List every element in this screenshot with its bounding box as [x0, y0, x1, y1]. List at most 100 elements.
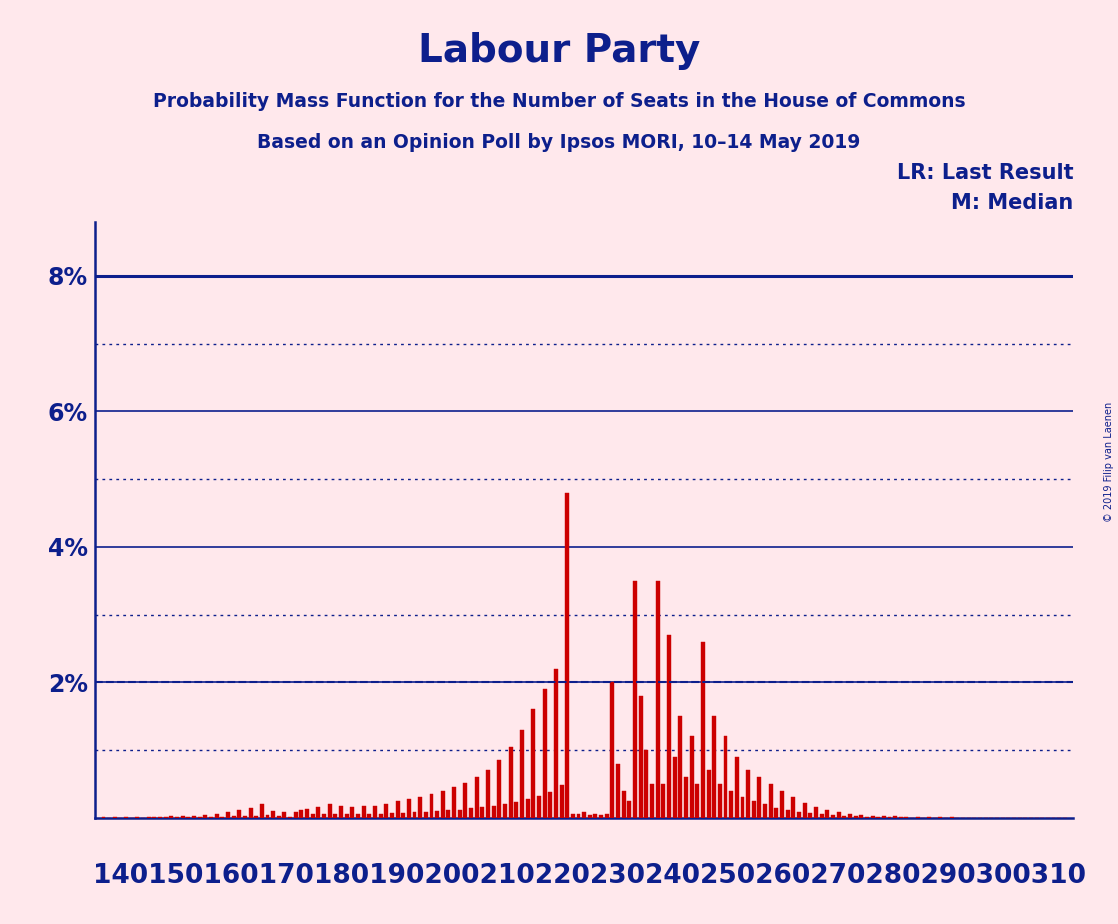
Bar: [259, 804, 264, 818]
Bar: [440, 791, 445, 818]
Bar: [751, 801, 756, 818]
Bar: [553, 669, 558, 818]
Bar: [718, 784, 722, 818]
Bar: [582, 812, 586, 818]
Bar: [390, 813, 394, 818]
Bar: [803, 803, 807, 818]
Bar: [831, 815, 835, 818]
Bar: [701, 641, 704, 818]
Bar: [277, 817, 281, 818]
Bar: [525, 798, 530, 818]
Bar: [464, 783, 467, 818]
Bar: [237, 809, 241, 818]
Bar: [498, 760, 501, 818]
Bar: [272, 811, 275, 818]
Bar: [599, 815, 603, 818]
Bar: [786, 809, 789, 818]
Bar: [514, 802, 519, 818]
Bar: [690, 736, 693, 818]
Bar: [311, 814, 314, 818]
Bar: [684, 777, 688, 818]
Bar: [220, 817, 225, 818]
Bar: [605, 814, 609, 818]
Bar: [792, 797, 795, 818]
Bar: [305, 808, 309, 818]
Bar: [679, 716, 682, 818]
Bar: [559, 785, 563, 818]
Bar: [470, 808, 473, 818]
Bar: [662, 784, 665, 818]
Bar: [407, 799, 410, 818]
Text: Labour Party: Labour Party: [418, 32, 700, 70]
Bar: [435, 811, 439, 818]
Bar: [452, 786, 456, 818]
Bar: [339, 806, 343, 818]
Bar: [882, 816, 885, 818]
Bar: [627, 801, 632, 818]
Bar: [854, 817, 858, 818]
Bar: [396, 801, 399, 818]
Bar: [723, 736, 728, 818]
Bar: [413, 812, 417, 818]
Bar: [446, 810, 451, 818]
Bar: [825, 810, 830, 818]
Bar: [548, 792, 552, 818]
Bar: [300, 809, 303, 818]
Bar: [764, 804, 767, 818]
Bar: [712, 716, 717, 818]
Bar: [344, 814, 349, 818]
Bar: [819, 814, 824, 818]
Bar: [707, 771, 711, 818]
Text: 140150160170180190200210220230240250260270280290300310: 1401501601701801902002102202302402502602…: [93, 863, 1086, 889]
Bar: [769, 784, 773, 818]
Bar: [729, 791, 733, 818]
Bar: [379, 814, 382, 818]
Bar: [509, 747, 513, 818]
Bar: [836, 812, 841, 818]
Bar: [481, 807, 484, 818]
Bar: [531, 710, 536, 818]
Bar: [893, 817, 897, 818]
Bar: [333, 814, 338, 818]
Bar: [385, 804, 388, 818]
Bar: [283, 812, 286, 818]
Bar: [170, 817, 173, 818]
Bar: [622, 791, 626, 818]
Bar: [610, 682, 615, 818]
Bar: [322, 814, 326, 818]
Bar: [616, 763, 620, 818]
Bar: [650, 784, 654, 818]
Bar: [316, 807, 321, 818]
Bar: [571, 814, 575, 818]
Bar: [871, 816, 874, 818]
Bar: [740, 797, 745, 818]
Bar: [520, 730, 524, 818]
Bar: [486, 771, 490, 818]
Bar: [566, 492, 569, 818]
Bar: [361, 807, 366, 818]
Text: Probability Mass Function for the Number of Seats in the House of Commons: Probability Mass Function for the Number…: [153, 92, 965, 112]
Text: M: Median: M: Median: [951, 193, 1073, 213]
Bar: [865, 817, 869, 818]
Bar: [401, 813, 405, 818]
Bar: [780, 791, 784, 818]
Bar: [842, 816, 846, 818]
Bar: [797, 811, 800, 818]
Bar: [254, 816, 258, 818]
Bar: [356, 814, 360, 818]
Bar: [655, 580, 660, 818]
Text: LR: Last Result: LR: Last Result: [897, 163, 1073, 183]
Bar: [644, 750, 648, 818]
Bar: [808, 813, 813, 818]
Bar: [350, 807, 354, 818]
Bar: [633, 580, 637, 818]
Bar: [475, 777, 479, 818]
Bar: [373, 806, 377, 818]
Bar: [775, 808, 778, 818]
Bar: [294, 811, 297, 818]
Bar: [215, 814, 219, 818]
Bar: [667, 635, 671, 818]
Bar: [746, 771, 750, 818]
Bar: [503, 804, 506, 818]
Bar: [181, 816, 184, 818]
